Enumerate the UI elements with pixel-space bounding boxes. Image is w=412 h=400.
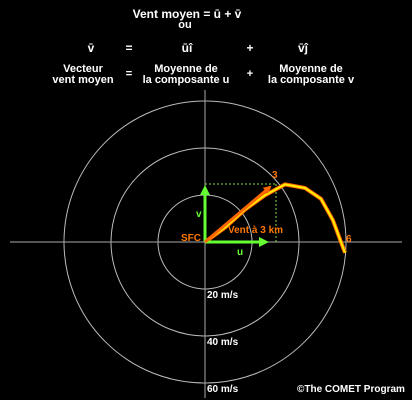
caption-mean-u-line2: la composante u [142,74,230,86]
caption-mean-v-line2: la composante v [267,74,355,86]
caption-vector-line2: vent moyen [52,74,114,86]
mean-wind-arrow [204,185,272,244]
hodograph-line [204,183,346,254]
axis-ticks [63,100,347,384]
label-sfc: SFC [181,233,201,244]
credit-text: ©The COMET Program [297,384,405,395]
caption-mean-u-line1: Moyenne de [154,63,218,75]
symbol-v-component: v̄ĵ [297,41,309,55]
label-u: u [237,247,244,258]
ring-label-40: 40 m/s [207,337,239,348]
symbol-mean-vector: v̄ [87,41,95,55]
title-formula: Vent moyen = ū + v̄ [132,7,242,21]
caption-vector-line1: Vecteur [63,63,103,75]
symbol-equals: = [125,41,133,55]
caption-plus: + [246,68,254,80]
caption-mean-v-line1: Moyenne de [279,63,343,75]
or-text: ou [178,19,192,31]
symbol-plus: + [246,41,254,55]
label-mean-wind: Vent à 3 km [228,225,284,236]
caption-equals: = [125,68,133,80]
label-point-3: 3 [272,170,278,181]
ring-label-20: 20 m/s [207,290,239,301]
label-v: v [196,209,202,220]
label-point-6: 6 [346,234,352,245]
symbol-u-component: ūî [181,41,193,55]
ring-label-60: 60 m/s [207,384,239,395]
